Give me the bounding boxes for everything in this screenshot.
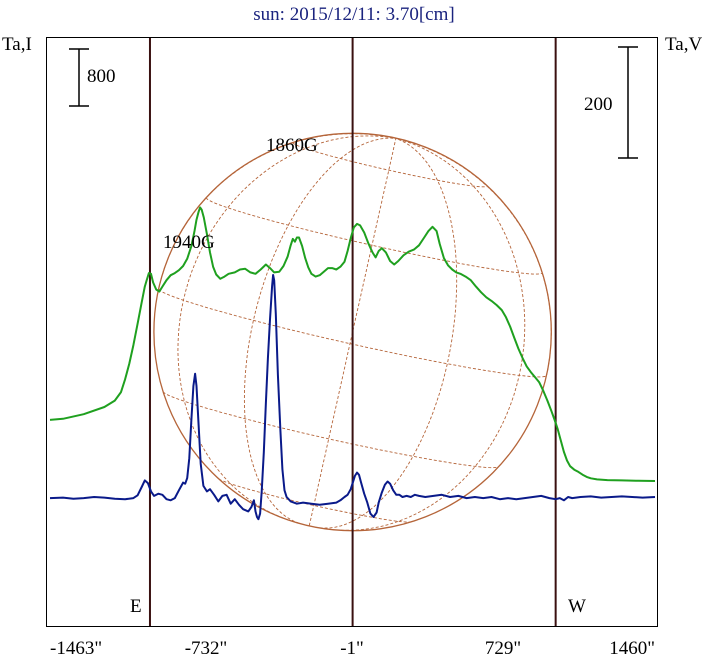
left-scale-bar-label: 800 [87, 66, 116, 87]
series-line-intensity [49, 206, 656, 482]
x-tick-label: -1" [340, 638, 364, 659]
right-scale-bar: 200 [584, 46, 638, 159]
right-scale-bar-label: 200 [584, 94, 613, 115]
x-tick-label: -1463" [50, 638, 102, 659]
x-tick-label: 729" [485, 638, 521, 659]
meridian-line [177, 135, 396, 519]
meridian-line [335, 137, 526, 531]
x-axis-ticks: -1463" -732" -1" 729" 1460" [50, 638, 655, 659]
right-axis-label: Ta,V [665, 34, 702, 55]
meridian-line [243, 137, 396, 524]
reference-lines [148, 38, 557, 626]
annotation-1860g: 1860G [266, 135, 318, 156]
meridian-line [319, 137, 458, 529]
meridian-line [395, 137, 552, 376]
limb-marker-west: W [568, 596, 586, 617]
parallel-line [218, 478, 412, 523]
chart-title: sun: 2015/12/11: 3.70[cm] [253, 4, 454, 25]
plot-frame [46, 37, 658, 627]
left-axis-label: Ta,I [2, 34, 32, 55]
meridian-line [158, 133, 396, 289]
parallel-line [292, 141, 488, 188]
annotation-1940g: 1940G [163, 232, 215, 253]
data-series [49, 206, 656, 521]
series-line-polarization [49, 274, 656, 521]
left-scale-bar: 800 [69, 48, 116, 107]
parallel-line [162, 391, 499, 469]
x-tick-label: 1460" [609, 638, 655, 659]
limb-marker-east: E [130, 596, 142, 617]
x-tick-label: -732" [185, 638, 228, 659]
